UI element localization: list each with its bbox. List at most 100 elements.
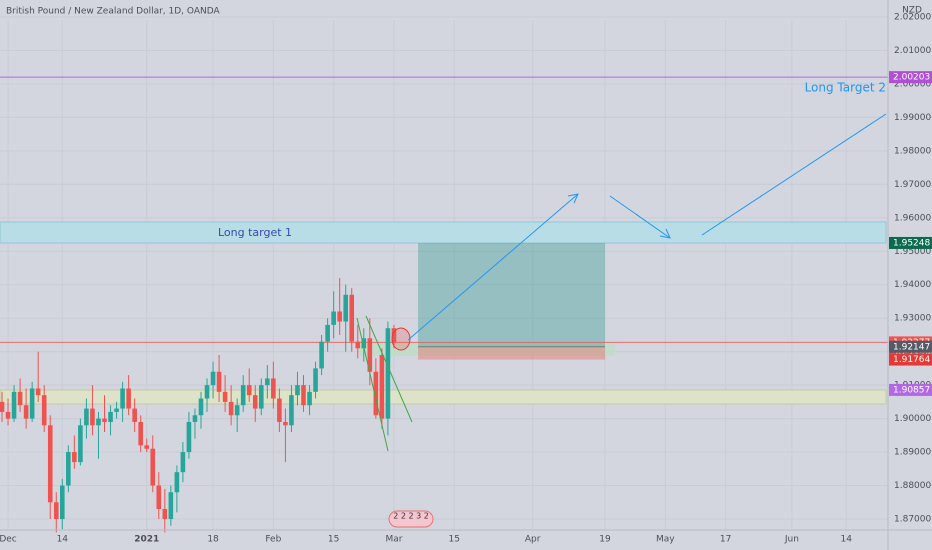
y-tick-label: 1.94000: [894, 280, 931, 290]
candle-body: [234, 405, 240, 416]
y-tick-label: 1.96000: [894, 213, 931, 223]
price-label: 1.92147: [893, 342, 930, 352]
candle-body: [47, 425, 53, 503]
candle-body: [343, 294, 349, 322]
candle-body: [222, 391, 228, 402]
candle-body: [132, 408, 137, 422]
candle-body: [126, 388, 131, 409]
candle-body: [180, 452, 186, 473]
levels: [0, 76, 888, 343]
candle-body: [283, 421, 288, 426]
x-tick-label: Dec: [0, 535, 17, 545]
candle-body: [186, 421, 192, 453]
x-tick-label: 15: [328, 535, 339, 545]
candle-body: [150, 448, 156, 486]
y-tick-label: 2.02000: [894, 13, 931, 23]
y-tick-label: 1.99000: [894, 113, 931, 123]
candle-body: [301, 385, 306, 406]
candle-body: [84, 408, 89, 426]
x-tick-label: Apr: [525, 535, 541, 545]
candle-body: [313, 368, 318, 392]
candle-body: [11, 391, 17, 419]
chart-title: British Pound / New Zealand Dollar, 1D, …: [6, 7, 220, 17]
candle-body: [204, 385, 210, 399]
y-tick-label: 2.01000: [894, 46, 931, 56]
price-label-bg: [889, 71, 932, 84]
price-label: 2.00203: [893, 73, 930, 83]
candle-body: [355, 341, 361, 349]
candle-body: [96, 418, 101, 426]
label: Long Target 2: [805, 81, 886, 95]
x-tick-label: Feb: [265, 535, 281, 545]
candle-body: [114, 408, 119, 412]
arrow: [609, 195, 671, 239]
y-tick-label: 1.89000: [894, 448, 931, 458]
candle-body: [337, 311, 342, 322]
candles: [0, 278, 397, 533]
trendline: [365, 315, 413, 423]
candle-body: [325, 324, 330, 342]
candle-body: [138, 421, 143, 446]
candle-body: [0, 401, 5, 412]
arrow: [701, 113, 887, 236]
candle-body: [210, 371, 216, 386]
candle-body: [108, 411, 113, 422]
arrow: [407, 193, 579, 341]
candle-body: [120, 388, 125, 409]
candle-body: [23, 405, 29, 419]
price-label-bg: [889, 236, 932, 249]
support-zone: [0, 389, 887, 405]
candle-body: [60, 485, 65, 520]
candle-body: [361, 338, 367, 349]
candle-body: [72, 452, 77, 463]
price-label: 1.95248: [893, 238, 930, 248]
candle-body: [174, 472, 180, 493]
x-tick-label: 14: [840, 535, 852, 545]
candle-body: [391, 328, 397, 343]
target-zone: [0, 221, 887, 244]
candle-body: [307, 391, 312, 406]
candle-body: [379, 355, 385, 419]
y-tick-label: 1.93000: [894, 314, 931, 324]
candle-body: [29, 388, 35, 419]
x-tick-label: Jun: [784, 535, 799, 545]
candle-body: [373, 371, 379, 416]
y-tick-label: 1.98000: [894, 146, 931, 156]
candle-body: [17, 391, 23, 406]
candle-body: [289, 395, 294, 426]
candle-body: [41, 395, 47, 426]
price-label: 1.91764: [893, 355, 930, 365]
candle-body: [53, 502, 59, 520]
y-tick-label: 1.90000: [894, 414, 931, 424]
candle-body: [331, 311, 336, 325]
candle-body: [66, 452, 71, 486]
arrow-head: [567, 193, 579, 204]
x-tick-label: 14: [57, 535, 69, 545]
candle-body: [246, 385, 252, 396]
candle-body: [162, 508, 168, 520]
candle-body: [271, 378, 276, 399]
candle-body: [295, 385, 300, 396]
candle-body: [367, 338, 373, 372]
axis: 2.02000 2.01000 2.00000 1.99000 1.98000 1.970…: [0, 13, 932, 545]
x-tick-label: May: [656, 535, 675, 545]
y-tick-label: 2.00000: [894, 79, 931, 89]
candle-body: [240, 385, 246, 406]
candle-body: [319, 341, 324, 369]
price-label: 1.90857: [893, 385, 930, 395]
currency: NZD: [902, 6, 922, 16]
highlight: [391, 327, 411, 351]
candle-body: [265, 378, 270, 386]
y-tick-label: 1.88000: [894, 481, 931, 491]
candle-body: [102, 418, 107, 422]
candle-body: [5, 411, 11, 419]
price-label-bg: [889, 353, 932, 366]
candle-body: [198, 398, 204, 416]
x-tick-label: Mar: [385, 535, 402, 545]
arrow-head: [659, 228, 671, 239]
x-tick-label: 2021: [134, 535, 159, 545]
trendline: [356, 317, 389, 452]
